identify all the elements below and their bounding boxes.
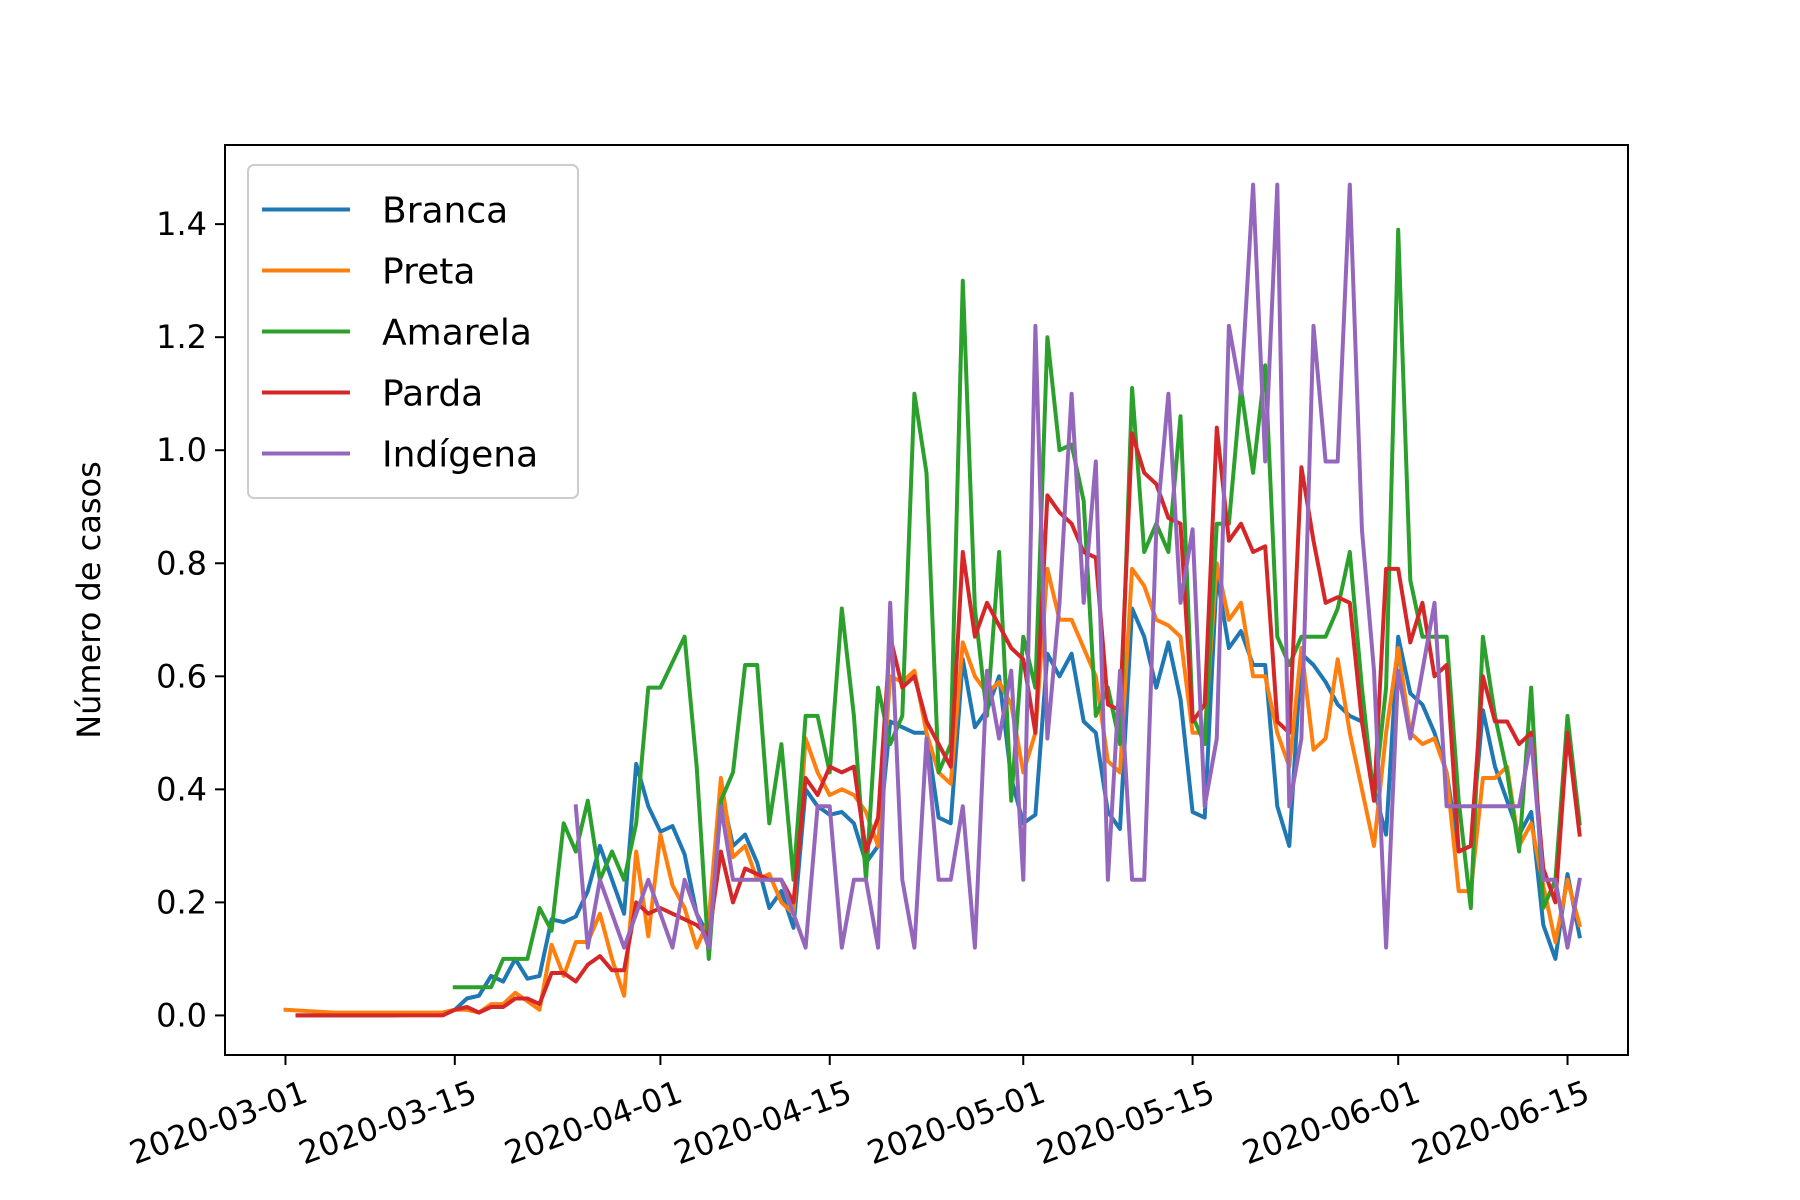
y-tick-label: 0.8: [156, 544, 207, 582]
legend-label-preta: Preta: [382, 252, 475, 293]
y-tick-label: 1.4: [156, 205, 207, 243]
y-tick-label: 0.4: [156, 770, 207, 808]
plot-frame: [224, 144, 1629, 1056]
y-tick-label: 0.2: [156, 883, 207, 921]
legend-label-parda: Parda: [382, 374, 483, 415]
legend-label-branca: Branca: [382, 191, 508, 232]
y-tick-label: 0.0: [156, 996, 207, 1034]
y-axis: 0.0 0.2 0.4 0.6 0.8 1.0 1.2 1.4: [156, 205, 225, 1034]
y-tick-label: 0.6: [156, 657, 207, 695]
y-axis-label: Número de casos: [70, 461, 108, 739]
series-line-preta: [283, 561, 1583, 1015]
legend: Branca Preta Amarela Parda Indígena: [247, 164, 579, 499]
legend-label-indigena: Indígena: [382, 435, 538, 476]
y-tick-label: 1.2: [156, 318, 207, 356]
series-line-parda: [295, 425, 1582, 1018]
series-line-indigena: [573, 182, 1582, 950]
y-tick-label: 1.0: [156, 431, 207, 469]
legend-label-amarela: Amarela: [382, 313, 532, 354]
legend-box: [247, 164, 579, 499]
series-layer: [283, 182, 1583, 1018]
